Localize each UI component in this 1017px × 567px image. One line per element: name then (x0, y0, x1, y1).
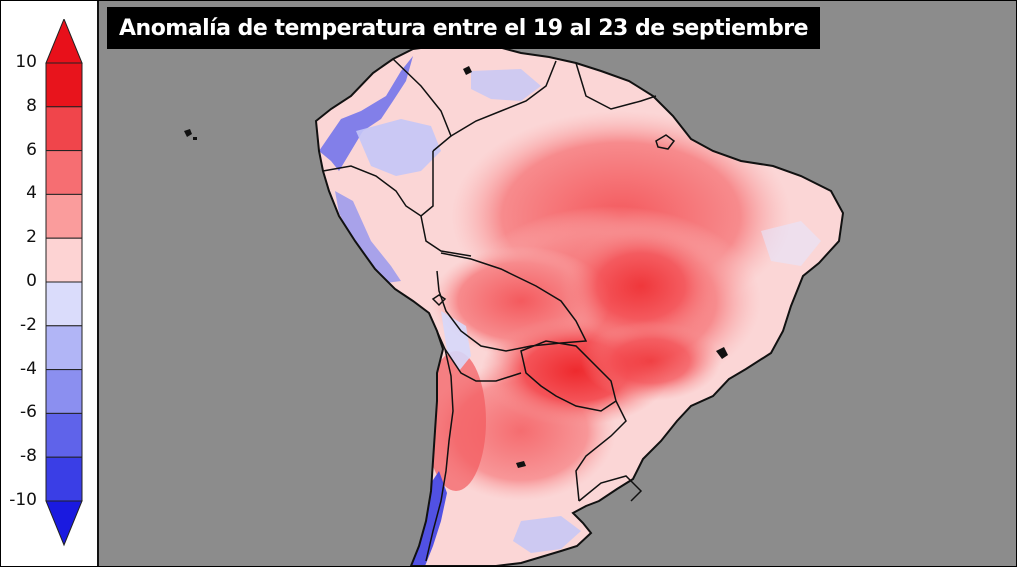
colorbar-bin (45, 150, 83, 195)
cool-anomaly-northeast-brazil (761, 221, 821, 266)
border-argentina-brazil (575, 400, 627, 502)
cool-anomaly-patagonia (513, 516, 581, 553)
cool-anomaly-colombia-east (356, 119, 441, 176)
colorbar-bin (45, 106, 83, 152)
colorbar-tick-label: 6 (26, 139, 37, 160)
warm-anomaly-andes-west (426, 351, 486, 491)
border-uruguay (578, 475, 643, 502)
lake-titicaca (431, 294, 447, 307)
colorbar-bin (45, 412, 83, 458)
colorbar-tick-label: 2 (26, 227, 37, 248)
cool-anomaly-venezuela (471, 69, 541, 101)
trinidad-island (463, 66, 472, 75)
colorbar-bin (45, 281, 83, 327)
galapagos-islands (184, 129, 197, 140)
colorbar-tick-label: -6 (20, 402, 37, 423)
colorbar-tick-label: -10 (9, 490, 37, 510)
colorbar-tick-label: 8 (26, 95, 37, 116)
colorbar-tick-label: -4 (20, 358, 37, 379)
border-peru-brazil (420, 215, 472, 257)
coastline (314, 39, 845, 566)
cool-anomaly-peru-coast (335, 191, 401, 283)
country-borders (322, 58, 657, 562)
colorbar-bin (45, 456, 83, 502)
colorbar-tick-label: 4 (26, 183, 37, 204)
border-guianas (575, 62, 657, 110)
colorbar-legend: 10 8 6 4 2 0 -2 -4 -6 -8 -10 (1, 1, 99, 566)
temperature-anomaly-map (99, 1, 1016, 566)
marajo-island (655, 134, 676, 150)
map-canvas (184, 39, 845, 566)
colorbar-bin (45, 62, 83, 108)
colorbar-over-arrow (45, 19, 83, 64)
border-chile-bolivia (436, 330, 522, 382)
cool-anomaly-andes-north-chile (441, 311, 471, 371)
colorbar-bin (45, 237, 83, 283)
small-lake-argentina (516, 461, 526, 468)
colorbar-tick-label: 0 (26, 271, 37, 291)
colorbar-bin (45, 325, 83, 371)
hot-anomaly-mato-grosso (561, 226, 721, 346)
colorbar-tick-label: -8 (20, 446, 37, 467)
border-chile-argentina (425, 348, 454, 562)
cool-anomaly-colombia-andes (319, 56, 413, 171)
border-colombia-ecuador-peru (322, 151, 434, 217)
map-title: Anomalía de temperatura entre el 19 al 2… (107, 7, 821, 49)
colorbar-tick-label: -2 (20, 314, 37, 335)
border-paraguay (520, 340, 617, 412)
colorbar-bin (45, 369, 83, 414)
lagoon-patos (716, 347, 728, 359)
colorbar-bin (45, 193, 83, 239)
colorbar (45, 19, 83, 547)
colorbar-tick-label: 10 (15, 52, 37, 72)
border-venezuela-brazil (450, 60, 557, 137)
hot-anomaly-south-brazil (581, 321, 721, 401)
colorbar-under-arrow (45, 500, 83, 547)
border-colombia-venezuela (392, 58, 452, 152)
